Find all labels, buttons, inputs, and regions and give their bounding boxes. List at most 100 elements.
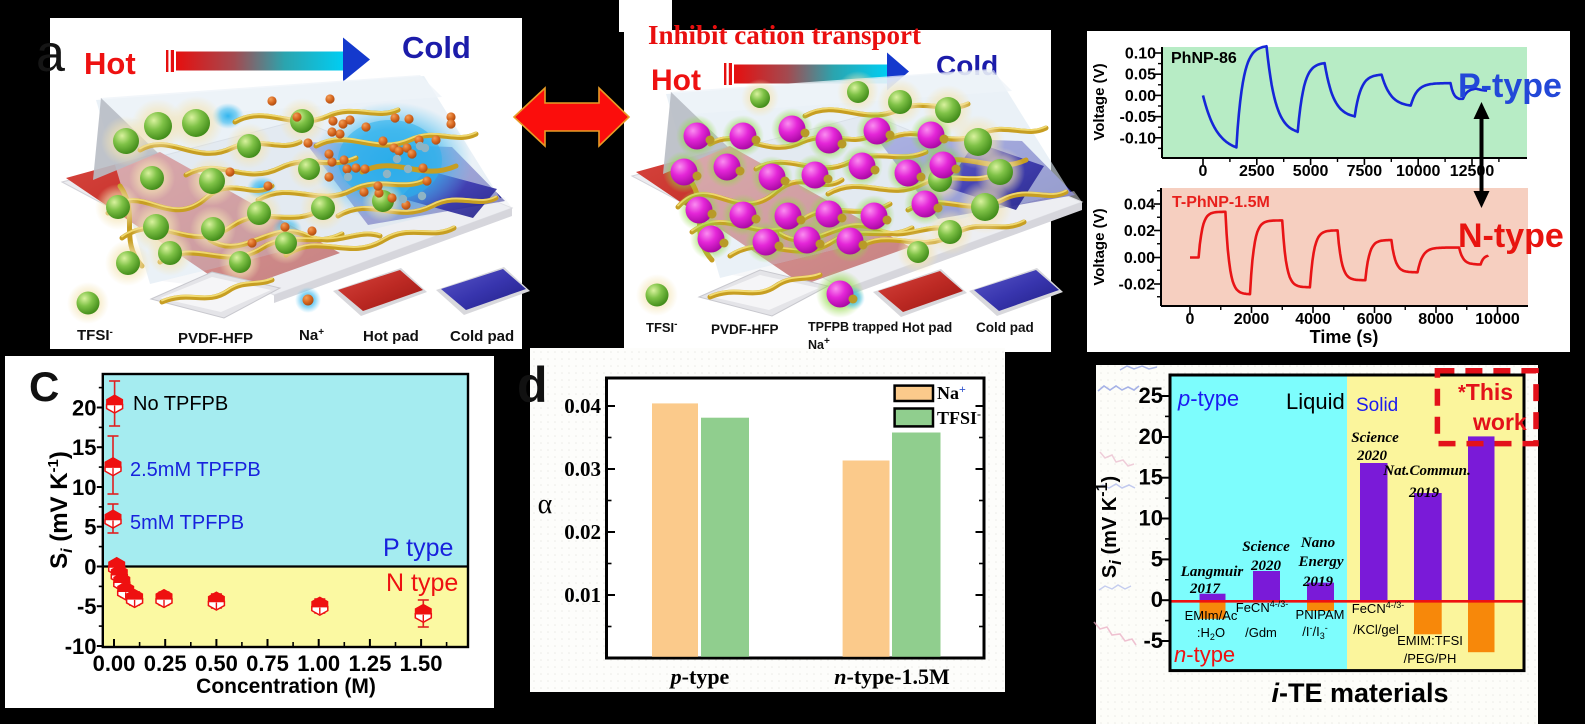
svg-text:/PEG/PH: /PEG/PH bbox=[1404, 651, 1457, 666]
svg-text:Energy: Energy bbox=[1298, 554, 1344, 570]
svg-text:d: d bbox=[517, 357, 548, 413]
svg-text:0.01: 0.01 bbox=[564, 583, 601, 607]
svg-text:-0.02: -0.02 bbox=[1119, 277, 1156, 294]
svg-text:P-type: P-type bbox=[1458, 67, 1562, 105]
svg-text:10000: 10000 bbox=[1475, 311, 1520, 328]
svg-text:2000: 2000 bbox=[1234, 311, 1270, 328]
svg-text:No TPFPB: No TPFPB bbox=[133, 393, 228, 415]
svg-text:PVDF-HFP: PVDF-HFP bbox=[178, 330, 253, 347]
svg-text:P type: P type bbox=[383, 534, 453, 562]
svg-text:/I-/I3-: /I-/I3- bbox=[1302, 623, 1327, 641]
svg-text:-5: -5 bbox=[77, 594, 97, 619]
svg-text:1.50: 1.50 bbox=[400, 651, 443, 676]
svg-text:20: 20 bbox=[72, 396, 96, 421]
svg-text:*This: *This bbox=[1458, 379, 1513, 405]
svg-text:0.02: 0.02 bbox=[1124, 223, 1155, 240]
svg-text:2020: 2020 bbox=[1250, 558, 1282, 574]
svg-text:/Gdm: /Gdm bbox=[1245, 625, 1277, 640]
svg-text:Cold pad: Cold pad bbox=[450, 328, 514, 345]
svg-text:25: 25 bbox=[1139, 383, 1163, 408]
svg-text:7500: 7500 bbox=[1347, 163, 1383, 180]
svg-text:C: C bbox=[29, 363, 59, 410]
svg-text:p-type: p-type bbox=[1177, 386, 1239, 411]
svg-text:2020: 2020 bbox=[1356, 448, 1388, 464]
svg-text:0: 0 bbox=[1199, 163, 1208, 180]
svg-text:Nano: Nano bbox=[1300, 535, 1335, 551]
svg-text:Langmuir: Langmuir bbox=[1180, 564, 1244, 580]
svg-text:Time (s): Time (s) bbox=[1310, 327, 1379, 347]
svg-text:5mM TPFPB: 5mM TPFPB bbox=[130, 512, 244, 534]
svg-text:Liquid: Liquid bbox=[1286, 389, 1345, 414]
svg-text:α: α bbox=[538, 489, 553, 520]
svg-text:Inhibit cation transport: Inhibit cation transport bbox=[648, 20, 921, 50]
svg-text:0: 0 bbox=[1186, 311, 1195, 328]
svg-text::H2O: :H2O bbox=[1197, 625, 1225, 642]
svg-text:i-TE materials: i-TE materials bbox=[1271, 678, 1448, 708]
svg-text:Science: Science bbox=[1242, 539, 1290, 555]
svg-text:Hot pad: Hot pad bbox=[902, 320, 952, 335]
svg-text:Na+: Na+ bbox=[937, 382, 966, 403]
svg-text:0: 0 bbox=[84, 555, 96, 580]
svg-text:-0.10: -0.10 bbox=[1120, 130, 1157, 147]
svg-text:1.25: 1.25 bbox=[348, 651, 391, 676]
svg-text:0.10: 0.10 bbox=[1125, 46, 1156, 63]
svg-text:p-type: p-type bbox=[669, 664, 730, 689]
svg-text:2.5mM TPFPB: 2.5mM TPFPB bbox=[130, 459, 261, 481]
svg-text:20: 20 bbox=[1139, 424, 1163, 449]
svg-text:0.03: 0.03 bbox=[564, 457, 601, 481]
svg-text:10000: 10000 bbox=[1396, 163, 1441, 180]
svg-text:2017: 2017 bbox=[1189, 581, 1221, 597]
svg-text:1.00: 1.00 bbox=[297, 651, 340, 676]
svg-text:15: 15 bbox=[1139, 465, 1163, 490]
svg-text:2019: 2019 bbox=[1302, 574, 1334, 590]
svg-text:0.00: 0.00 bbox=[93, 651, 136, 676]
svg-text:-10: -10 bbox=[65, 634, 97, 659]
svg-text:EMIM:TFSI: EMIM:TFSI bbox=[1397, 633, 1463, 648]
svg-text:10: 10 bbox=[1139, 506, 1163, 531]
svg-text:0.05: 0.05 bbox=[1125, 67, 1156, 84]
svg-text:n-type: n-type bbox=[1174, 642, 1235, 667]
svg-text:-5: -5 bbox=[1143, 628, 1163, 653]
svg-text:Hot: Hot bbox=[84, 46, 136, 81]
svg-text:TFSI-: TFSI- bbox=[77, 327, 113, 344]
svg-text:N-type: N-type bbox=[1458, 217, 1564, 255]
svg-text:EMIm/Ac: EMIm/Ac bbox=[1185, 608, 1238, 623]
svg-text:8000: 8000 bbox=[1418, 311, 1454, 328]
svg-text:Science: Science bbox=[1351, 430, 1399, 446]
svg-text:0.04: 0.04 bbox=[564, 394, 601, 418]
svg-text:0.00: 0.00 bbox=[1125, 88, 1156, 105]
svg-text:0.75: 0.75 bbox=[246, 651, 289, 676]
svg-text:n-type-1.5M: n-type-1.5M bbox=[834, 664, 950, 689]
svg-text:5: 5 bbox=[84, 515, 96, 540]
svg-text:work: work bbox=[1472, 409, 1527, 435]
svg-text:a: a bbox=[36, 25, 65, 83]
svg-text:N type: N type bbox=[386, 569, 458, 597]
svg-text:Voltage (V): Voltage (V) bbox=[1091, 63, 1108, 140]
svg-text:2500: 2500 bbox=[1239, 163, 1275, 180]
svg-text:Hot pad: Hot pad bbox=[363, 328, 419, 345]
svg-text:5000: 5000 bbox=[1293, 163, 1329, 180]
svg-text:PhNP-86: PhNP-86 bbox=[1171, 50, 1237, 67]
svg-text:2019: 2019 bbox=[1408, 485, 1440, 501]
svg-text:4000: 4000 bbox=[1295, 311, 1331, 328]
svg-text:TPFPB trapped: TPFPB trapped bbox=[808, 320, 898, 334]
svg-text:5: 5 bbox=[1151, 546, 1163, 571]
svg-text:/KCl/gel: /KCl/gel bbox=[1353, 622, 1399, 637]
svg-text:TFSI-: TFSI- bbox=[937, 407, 981, 428]
svg-text:10: 10 bbox=[72, 475, 96, 500]
svg-text:Na+: Na+ bbox=[299, 327, 324, 344]
svg-text:12500: 12500 bbox=[1450, 163, 1495, 180]
svg-text:15: 15 bbox=[72, 435, 96, 460]
svg-text:0.00: 0.00 bbox=[1124, 250, 1155, 267]
svg-text:0.04: 0.04 bbox=[1124, 197, 1155, 214]
svg-text:6000: 6000 bbox=[1357, 311, 1393, 328]
svg-text:-0.05: -0.05 bbox=[1120, 109, 1157, 126]
svg-text:0.50: 0.50 bbox=[195, 651, 238, 676]
svg-text:Concentration (M): Concentration (M) bbox=[196, 675, 376, 698]
svg-text:Voltage (V): Voltage (V) bbox=[1091, 208, 1108, 285]
svg-text:PNIPAM: PNIPAM bbox=[1296, 607, 1345, 622]
svg-text:0.02: 0.02 bbox=[564, 520, 601, 544]
svg-text:T-PhNP-1.5M: T-PhNP-1.5M bbox=[1172, 194, 1270, 211]
svg-text:0: 0 bbox=[1151, 587, 1163, 612]
svg-text:Nat.Commun.: Nat.Commun. bbox=[1382, 463, 1471, 479]
